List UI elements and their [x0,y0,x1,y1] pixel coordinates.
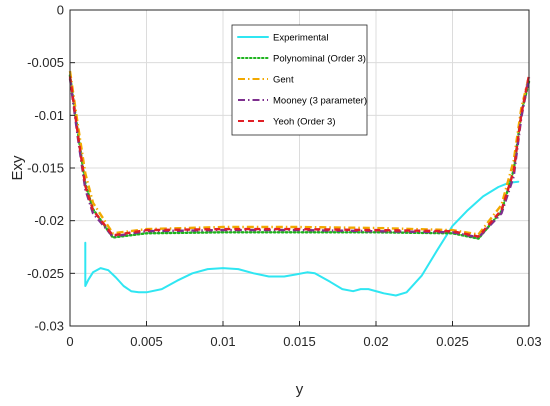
x-tick-label: 0 [66,334,73,349]
y-tick-label: -0.025 [27,266,64,281]
y-tick-label: -0.02 [34,213,64,228]
legend-entry-label: Yeoh (Order 3) [273,117,336,128]
legend-entry-label: Mooney (3 parameter) [273,96,367,107]
legend-entry-label: Experimental [273,33,328,44]
x-tick-label: 0.005 [130,334,163,349]
x-tick-label: 0.025 [436,334,469,349]
x-tick-label: 0.03 [516,334,541,349]
series-line-2 [68,74,531,240]
y-tick-label: -0.015 [27,161,64,176]
series-line-5 [68,75,531,238]
ticks: 0 0.005 0.01 0.015 0.02 0.025 0.03 0 -0.005 -0.01… [27,3,542,350]
series-line-3 [68,70,531,236]
x-axis-label: y [296,381,304,398]
y-tick-label: 0 [57,3,64,18]
x-tick-label: 0.01 [210,334,235,349]
y-tick-label: -0.005 [27,55,64,70]
legend-entry-label: Polynominal (Order 3) [273,54,366,65]
x-tick-label: 0.015 [283,334,316,349]
y-tick-label: -0.01 [34,108,64,123]
series-layer [68,70,531,297]
y-tick-label: -0.03 [34,319,64,334]
series-line-1 [84,180,520,297]
legend-entry-label: Gent [273,75,294,86]
x-tick-label: 0.02 [363,334,388,349]
legend: Experimental Polynominal (Order 3) Gent Moo… [231,24,368,136]
y-axis-label: Exy [9,155,26,181]
